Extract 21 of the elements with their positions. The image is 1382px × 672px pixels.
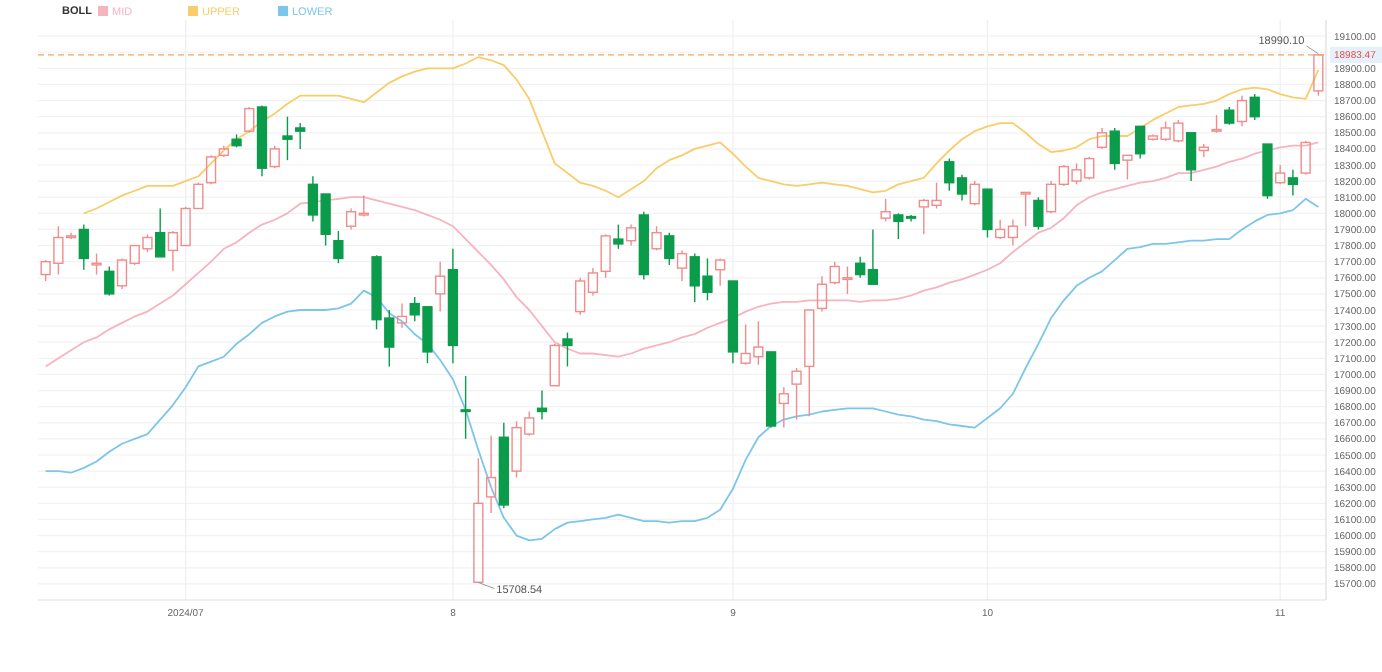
candlestick [1236,95,1248,128]
candlestick [295,122,306,150]
line-series [44,141,1320,368]
candlestick [816,275,828,313]
candlestick [78,223,89,271]
candlestick [1287,169,1299,197]
candlestick [282,115,293,161]
candlestick [715,257,726,287]
candlestick [447,248,459,364]
candlestick [205,154,217,186]
candlestick [1096,127,1108,150]
candlestick [460,375,471,440]
candlestick [485,434,497,514]
candlestick [435,260,446,313]
line-series [44,197,1320,542]
candlestick [778,386,789,429]
candlestick [396,302,408,329]
candlestick [676,249,688,282]
candlestick [1275,164,1286,186]
candlestick [256,104,268,177]
candlestick [1198,143,1209,158]
